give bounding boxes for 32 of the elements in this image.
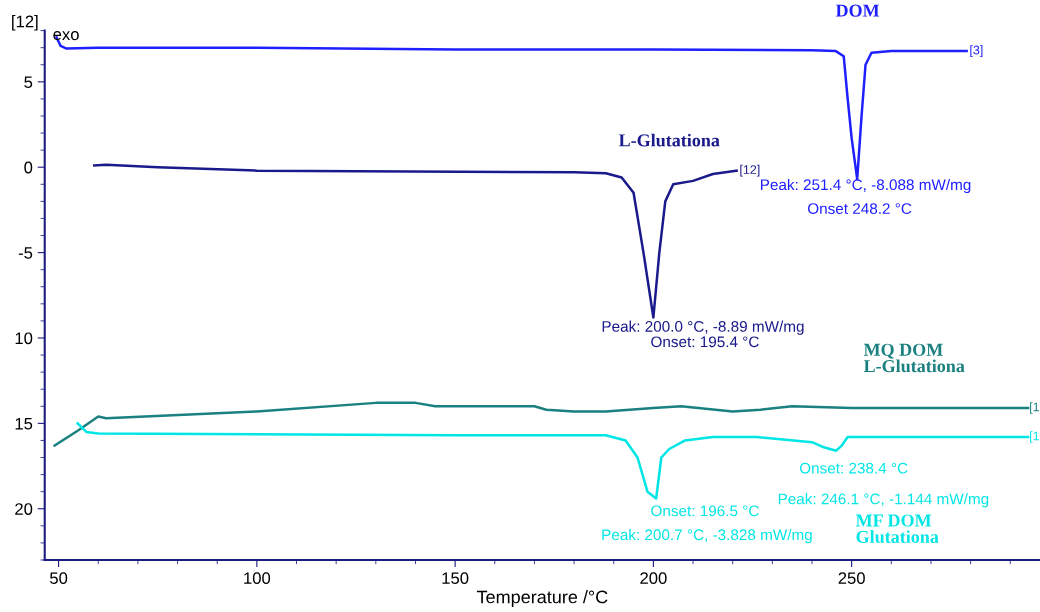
annotation: [3] <box>970 45 983 57</box>
x-axis-title: Temperature /°C <box>476 590 608 607</box>
annotation: Peak: 200.7 °C, -3.828 mW/mg <box>602 528 812 544</box>
line-series <box>93 163 738 319</box>
annotation: Peak: 246.1 °C, -1.144 mW/mg <box>778 493 989 508</box>
y-tick-label: 0 <box>24 161 33 174</box>
series-label: MQ DOM L-Glutationa <box>863 343 965 373</box>
y-tick-label: 5 <box>24 76 33 89</box>
annotation: [1 <box>1030 431 1039 443</box>
annotation: Onset 248.2 °C <box>808 203 912 215</box>
x-tick-label: 50 <box>50 572 68 585</box>
annotation: Peak: 200.0 °C, -8.89 mW/mg <box>602 320 804 335</box>
annotation: Onset: 195.4 °C <box>651 336 759 348</box>
x-tick-label: 150 <box>442 572 469 585</box>
line-series <box>53 401 1030 447</box>
annotation: Onset: 196.5 °C <box>651 505 759 517</box>
x-tick-label: 200 <box>640 572 667 585</box>
y-tick-label: 10 <box>15 332 33 345</box>
y-tick-label: -5 <box>18 247 33 259</box>
x-tick-label: 250 <box>838 572 865 585</box>
annotation: exo <box>53 31 79 41</box>
text: MF DOM Glutationa <box>855 514 939 543</box>
y-tick-label: 15 <box>15 417 33 430</box>
annotation: Onset: 238.4 °C <box>799 462 908 474</box>
y-tick-label: 20 <box>15 503 33 515</box>
x-tick-label: 100 <box>244 572 271 585</box>
y-axis-title: [12] <box>12 15 38 31</box>
annotation: [12] <box>740 164 760 177</box>
series-label: DOM <box>835 4 880 17</box>
annotation: [1 <box>1030 402 1039 414</box>
annotation: Peak: 251.4 °C, -8.088 mW/mg <box>760 178 971 194</box>
series-label: L-Glutationa <box>618 133 720 147</box>
